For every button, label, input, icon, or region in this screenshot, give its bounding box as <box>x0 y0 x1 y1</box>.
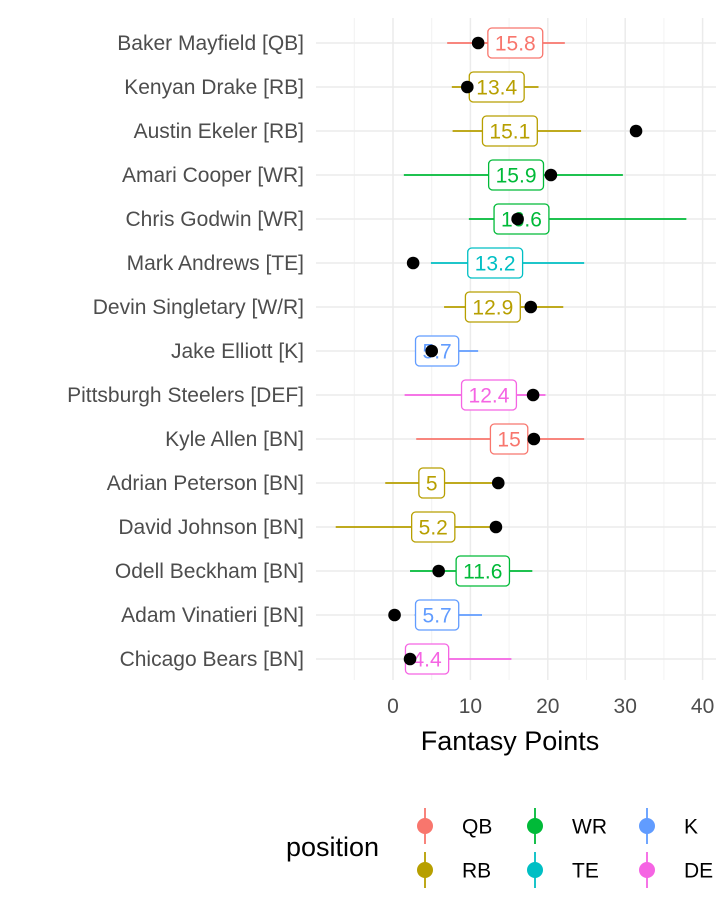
actual-point <box>489 520 503 534</box>
x-tick-label: 20 <box>536 695 559 718</box>
legend-key-dot <box>639 818 655 834</box>
player-label: Adrian Peterson [BN] <box>107 472 304 495</box>
player-label: Mark Andrews [TE] <box>127 252 304 275</box>
actual-point <box>432 564 445 578</box>
x-tick-label: 0 <box>387 695 399 718</box>
player-labels: Baker Mayfield [QB] Kenyan Drake [RB] Aust… <box>67 32 304 671</box>
projection-label: 15.9 <box>487 159 545 191</box>
projection-label-box <box>460 379 518 411</box>
projection-label: 15 <box>489 423 529 455</box>
projection-label-box <box>487 159 545 191</box>
projection-label-box <box>455 555 511 587</box>
actual-point <box>629 124 643 138</box>
legend-label: WR <box>572 816 607 839</box>
legend-label: QB <box>462 816 492 839</box>
projection-label-text: 5 <box>426 473 438 496</box>
projection-label: 5.2 <box>410 511 456 543</box>
player-label: Chris Godwin [WR] <box>125 208 304 231</box>
actual-point <box>511 212 524 226</box>
actual-point <box>461 80 474 94</box>
x-tick-label: 10 <box>459 695 482 718</box>
player-label: Kenyan Drake [RB] <box>124 76 304 99</box>
x-tick-label: 40 <box>691 695 714 718</box>
actual-point <box>403 652 417 666</box>
actual-point <box>526 388 540 402</box>
legend-label: TE <box>572 860 599 883</box>
legend-key-dot <box>527 862 543 878</box>
legend-item: WR <box>527 808 607 844</box>
x-tick-label: 30 <box>614 695 637 718</box>
player-label: Amari Cooper [WR] <box>122 164 304 187</box>
player-label: Adam Vinatieri [BN] <box>121 604 304 627</box>
projection-label-box <box>418 467 446 499</box>
projection-label-box <box>414 599 460 631</box>
player-label: Baker Mayfield [QB] <box>117 32 304 55</box>
projection-label: 15.1 <box>481 115 538 147</box>
projection-label-text: 13.2 <box>475 253 516 276</box>
player-label: Chicago Bears [BN] <box>120 648 304 671</box>
projection-label: 13.2 <box>467 247 524 279</box>
projection-label-text: 15 <box>497 429 520 452</box>
projection-label: 13.4 <box>468 71 525 103</box>
legend-label: K <box>684 816 698 839</box>
legend-key-dot <box>527 818 543 834</box>
projection-label-text: 15.9 <box>496 165 537 188</box>
legend-item: RB <box>417 852 491 888</box>
projection-label-text: 12.4 <box>469 385 510 408</box>
projection-label-text: 15.1 <box>489 121 530 144</box>
legend-label: RB <box>462 860 491 883</box>
actual-point <box>388 608 401 622</box>
projection-label: 5.7 <box>414 599 460 631</box>
player-label: David Johnson [BN] <box>118 516 304 539</box>
legend-label: DE <box>684 860 713 883</box>
projection-label-box <box>487 27 544 59</box>
legend-item: TE <box>527 852 599 888</box>
actual-point <box>425 344 439 358</box>
projection-label: 12.9 <box>464 291 521 323</box>
projection-label-text: 13.4 <box>476 77 517 100</box>
legend-key-dot <box>417 818 433 834</box>
projection-label-text: 11.6 <box>463 561 502 584</box>
projection-label: 4.4 <box>404 643 450 675</box>
projection-label-text: 4.4 <box>412 649 442 672</box>
projection-label: 15.8 <box>487 27 544 59</box>
actual-point <box>527 432 541 446</box>
player-label: Jake Elliott [K] <box>171 340 304 363</box>
legend-title: position <box>286 832 379 862</box>
projection-label-box <box>481 115 538 147</box>
projection-label: 5 <box>418 467 446 499</box>
actual-points <box>388 36 643 666</box>
actual-point <box>471 36 485 50</box>
projection-label: 11.6 <box>455 555 511 587</box>
projection-label-text: 5.7 <box>423 605 452 628</box>
legend-key-dot <box>417 862 433 878</box>
legend-key-dot <box>639 862 655 878</box>
player-label: Austin Ekeler [RB] <box>134 120 304 143</box>
player-label: Odell Beckham [BN] <box>115 560 304 583</box>
projection-label-box <box>410 511 456 543</box>
actual-point <box>544 168 558 182</box>
projection-label-text: 5.2 <box>419 517 448 540</box>
projection-label: 12.4 <box>460 379 518 411</box>
legend: QB WR K RB TE DE <box>417 808 713 888</box>
actual-point <box>406 256 420 270</box>
player-label: Kyle Allen [BN] <box>165 428 304 451</box>
x-axis-title: Fantasy Points <box>421 726 600 756</box>
projection-labels: 15.813.415.115.916.613.212.95.712.41555.… <box>404 27 550 675</box>
x-axis-ticks: 0 10 20 30 40 <box>387 695 714 718</box>
actual-point <box>491 476 505 490</box>
legend-item: QB <box>417 808 492 844</box>
legend-item: DE <box>639 852 713 888</box>
player-label: Pittsburgh Steelers [DEF] <box>67 384 304 407</box>
legend-item: K <box>639 808 698 844</box>
player-label: Devin Singletary [W/R] <box>93 296 304 319</box>
projection-label-box <box>464 291 521 323</box>
actual-point <box>524 300 538 314</box>
projection-label-text: 15.8 <box>495 33 536 56</box>
projection-label-text: 12.9 <box>472 297 513 320</box>
projection-label-box <box>467 247 524 279</box>
